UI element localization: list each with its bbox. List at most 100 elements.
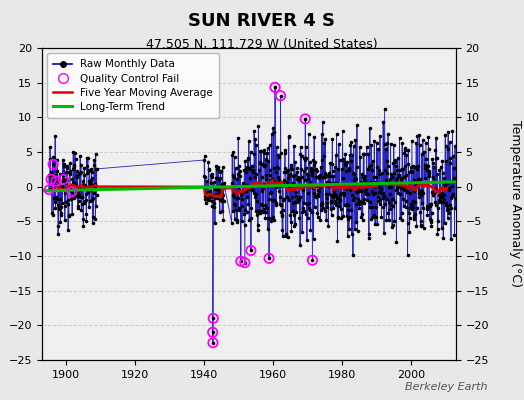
Point [251, 173, 259, 180]
Point [428, 156, 436, 162]
Point [311, 192, 320, 199]
Point [319, 205, 328, 212]
Point [449, 153, 457, 159]
Point [255, 208, 263, 214]
Point [202, 190, 210, 196]
Point [323, 182, 332, 189]
Point [294, 183, 302, 190]
Point [450, 175, 458, 181]
Point [263, 150, 271, 156]
Point [213, 185, 222, 192]
Point [366, 199, 375, 205]
Point [256, 201, 265, 207]
Point [350, 177, 358, 184]
Point [373, 140, 381, 147]
Point [445, 187, 453, 194]
Point [389, 196, 398, 202]
Point [284, 174, 292, 181]
Point [235, 162, 244, 169]
Point [367, 188, 376, 194]
Point [239, 182, 248, 189]
Point [84, 188, 92, 194]
Point [439, 197, 447, 203]
Point [363, 144, 371, 150]
Point [329, 173, 337, 179]
Point [374, 184, 383, 190]
Point [335, 199, 344, 205]
Point [447, 236, 455, 242]
Point [202, 195, 211, 202]
Point [261, 209, 270, 215]
Point [425, 216, 434, 222]
Point [358, 199, 366, 206]
Point [441, 184, 449, 190]
Point [231, 154, 239, 160]
Point [336, 206, 345, 212]
Point [372, 204, 380, 210]
Point [72, 173, 80, 180]
Point [317, 207, 325, 213]
Point [427, 223, 435, 229]
Point [379, 204, 388, 210]
Point [250, 194, 259, 200]
Point [399, 196, 407, 202]
Point [395, 172, 403, 178]
Point [382, 216, 390, 223]
Point [243, 164, 251, 171]
Point [247, 163, 256, 170]
Point [328, 136, 336, 142]
Point [405, 229, 413, 235]
Point [330, 188, 339, 194]
Point [285, 172, 293, 178]
Point [416, 176, 424, 182]
Point [356, 186, 364, 193]
Point [210, 192, 219, 198]
Point [402, 198, 410, 204]
Point [209, 329, 217, 336]
Point [276, 194, 285, 200]
Point [265, 141, 274, 148]
Point [49, 154, 57, 160]
Point [71, 149, 79, 156]
Point [237, 258, 245, 264]
Point [429, 192, 438, 198]
Point [378, 190, 386, 196]
Point [293, 164, 302, 171]
Point [302, 154, 310, 161]
Point [325, 190, 333, 197]
Point [282, 233, 290, 239]
Point [445, 139, 454, 145]
Point [46, 156, 54, 162]
Point [254, 222, 263, 228]
Point [410, 188, 418, 194]
Point [280, 169, 288, 175]
Point [385, 217, 393, 223]
Point [436, 164, 445, 170]
Point [90, 181, 99, 187]
Point [397, 174, 405, 181]
Point [278, 212, 286, 219]
Point [388, 222, 397, 228]
Point [48, 179, 57, 185]
Point [47, 176, 56, 182]
Point [365, 204, 374, 210]
Point [322, 217, 331, 224]
Point [92, 203, 100, 209]
Point [350, 194, 358, 201]
Point [412, 223, 421, 230]
Point [409, 216, 418, 222]
Point [58, 178, 67, 184]
Point [237, 189, 246, 195]
Point [422, 140, 430, 146]
Point [278, 211, 286, 218]
Point [51, 205, 60, 211]
Point [430, 188, 439, 195]
Point [78, 194, 86, 200]
Point [326, 206, 335, 212]
Point [61, 176, 70, 183]
Point [435, 166, 444, 173]
Point [421, 175, 429, 181]
Point [400, 203, 408, 209]
Point [256, 159, 265, 165]
Point [314, 192, 322, 199]
